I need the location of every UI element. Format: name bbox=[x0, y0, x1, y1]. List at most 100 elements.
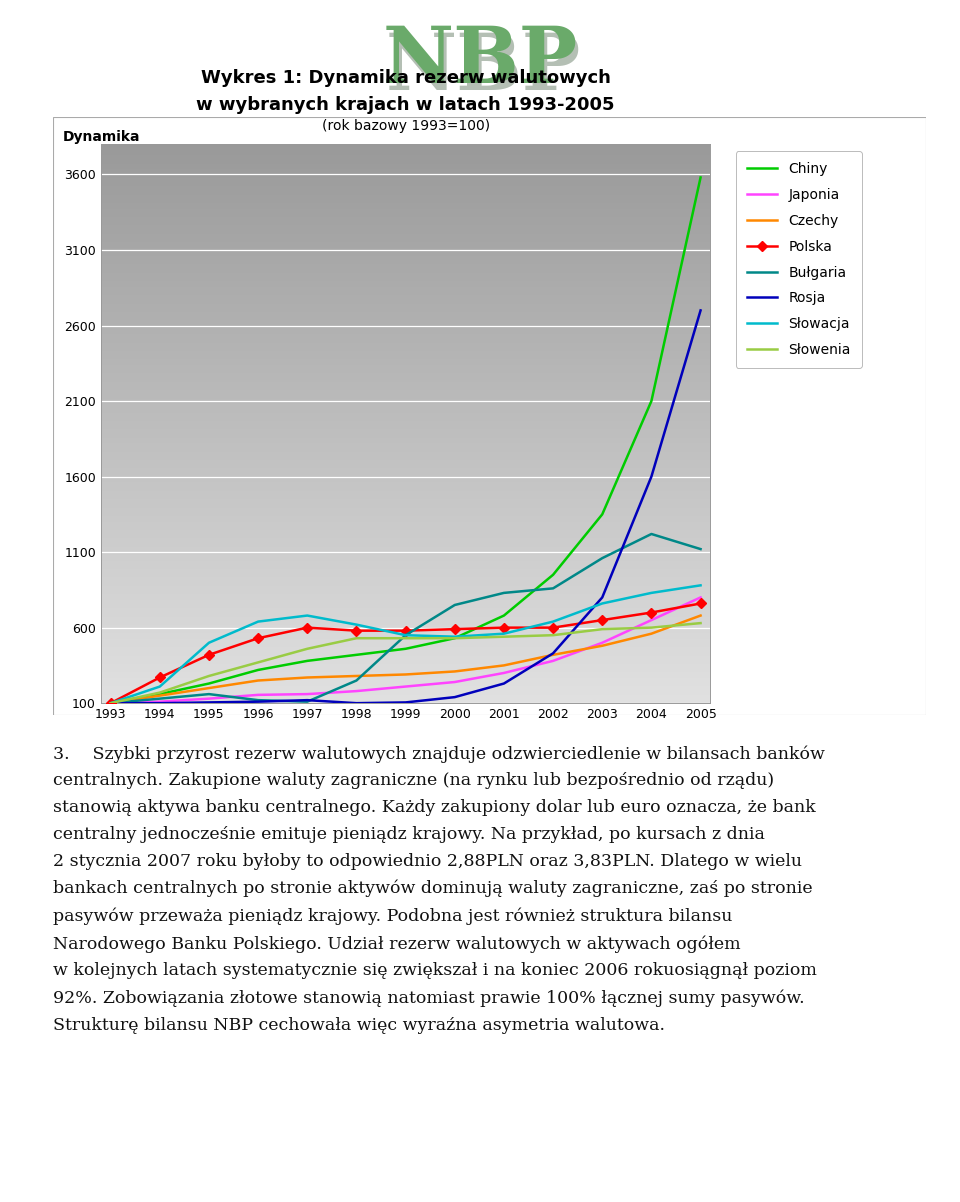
Bar bbox=[101, 446, 710, 448]
Bar bbox=[101, 150, 710, 153]
Bar bbox=[101, 505, 710, 507]
Bar bbox=[101, 220, 710, 222]
Bar bbox=[101, 530, 710, 532]
Bar bbox=[101, 602, 710, 606]
Bar bbox=[101, 326, 710, 328]
Bar bbox=[101, 374, 710, 376]
Legend: Chiny, Japonia, Czechy, Polska, Bułgaria, Rosja, Słowacja, Słowenia: Chiny, Japonia, Czechy, Polska, Bułgaria… bbox=[735, 151, 862, 368]
Bar bbox=[101, 513, 710, 516]
Bar bbox=[101, 180, 710, 184]
Bar bbox=[101, 457, 710, 460]
Bar bbox=[101, 440, 710, 444]
Bar bbox=[101, 239, 710, 242]
Bar bbox=[101, 349, 710, 351]
Bar bbox=[101, 399, 710, 401]
Bar bbox=[101, 664, 710, 667]
Bar bbox=[101, 203, 710, 206]
Bar bbox=[101, 161, 710, 163]
Bar bbox=[101, 511, 710, 513]
Bar bbox=[101, 583, 710, 585]
Text: Wykres 1: Dynamika rezerw walutowych: Wykres 1: Dynamika rezerw walutowych bbox=[201, 70, 611, 87]
Bar bbox=[101, 676, 710, 678]
Bar bbox=[101, 499, 710, 502]
Bar bbox=[101, 309, 710, 313]
Bar bbox=[101, 695, 710, 697]
Bar bbox=[101, 432, 710, 435]
Bar bbox=[101, 391, 710, 393]
Bar bbox=[101, 320, 710, 323]
Bar bbox=[101, 416, 710, 418]
Bar bbox=[101, 332, 710, 334]
Bar bbox=[101, 423, 710, 427]
Bar bbox=[101, 697, 710, 701]
Bar bbox=[101, 178, 710, 180]
Text: NBP: NBP bbox=[386, 30, 581, 106]
Bar bbox=[101, 516, 710, 519]
Bar bbox=[101, 547, 710, 549]
Bar bbox=[101, 608, 710, 611]
Bar bbox=[101, 254, 710, 256]
Bar bbox=[101, 575, 710, 577]
Bar bbox=[101, 619, 710, 623]
Bar bbox=[101, 233, 710, 237]
Bar bbox=[101, 589, 710, 591]
Bar bbox=[101, 153, 710, 155]
Bar bbox=[101, 362, 710, 365]
Bar bbox=[101, 189, 710, 192]
Bar bbox=[101, 407, 710, 410]
Bar bbox=[101, 167, 710, 169]
Bar bbox=[101, 237, 710, 239]
Bar bbox=[101, 538, 710, 541]
Bar bbox=[101, 197, 710, 200]
Bar bbox=[101, 404, 710, 407]
Bar bbox=[101, 541, 710, 543]
Bar bbox=[101, 163, 710, 167]
Bar bbox=[101, 401, 710, 404]
Bar bbox=[101, 581, 710, 583]
Text: Dynamika: Dynamika bbox=[62, 130, 140, 144]
Bar bbox=[101, 267, 710, 270]
Bar bbox=[101, 206, 710, 208]
Bar bbox=[101, 480, 710, 482]
Bar bbox=[101, 444, 710, 446]
Bar bbox=[101, 564, 710, 566]
Bar bbox=[101, 631, 710, 633]
Bar bbox=[101, 471, 710, 474]
Bar bbox=[101, 353, 710, 357]
Bar bbox=[101, 212, 710, 214]
Bar bbox=[101, 368, 710, 370]
Bar bbox=[101, 311, 710, 315]
Bar bbox=[101, 597, 710, 600]
Bar bbox=[101, 359, 710, 362]
Bar bbox=[101, 558, 710, 560]
Bar bbox=[101, 200, 710, 203]
Bar bbox=[101, 216, 710, 220]
Bar bbox=[101, 323, 710, 326]
Bar bbox=[101, 382, 710, 385]
Bar bbox=[101, 284, 710, 287]
Bar bbox=[101, 494, 710, 496]
Bar bbox=[101, 379, 710, 382]
Bar bbox=[101, 549, 710, 552]
Bar bbox=[101, 270, 710, 273]
Bar bbox=[101, 296, 710, 298]
Bar bbox=[101, 192, 710, 195]
Bar bbox=[101, 647, 710, 650]
Bar bbox=[101, 591, 710, 594]
Bar bbox=[101, 250, 710, 254]
Bar bbox=[101, 465, 710, 469]
Bar bbox=[101, 490, 710, 494]
Bar bbox=[101, 684, 710, 686]
Bar bbox=[101, 337, 710, 340]
Bar bbox=[101, 328, 710, 332]
Bar bbox=[101, 421, 710, 424]
Bar bbox=[101, 298, 710, 300]
Bar bbox=[101, 155, 710, 159]
Text: 3.  Szybki przyrost rezerw walutowych znajduje odzwierciedlenie w bilansach bank: 3. Szybki przyrost rezerw walutowych zna… bbox=[53, 745, 825, 1034]
Bar bbox=[101, 653, 710, 655]
Bar bbox=[101, 585, 710, 589]
Bar bbox=[101, 343, 710, 345]
Bar bbox=[101, 680, 710, 684]
Bar bbox=[101, 357, 710, 359]
Bar bbox=[101, 474, 710, 477]
